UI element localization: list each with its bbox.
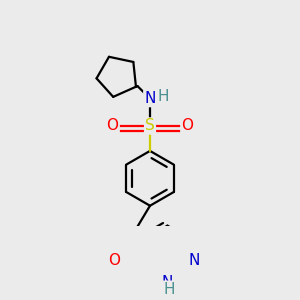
Text: N: N <box>162 275 173 290</box>
Text: N: N <box>144 91 156 106</box>
Text: S: S <box>145 118 155 134</box>
Text: O: O <box>108 253 120 268</box>
Text: H: H <box>158 89 169 104</box>
Text: O: O <box>182 118 194 134</box>
Text: H: H <box>164 282 175 297</box>
Text: N: N <box>189 253 200 268</box>
Text: O: O <box>106 118 119 134</box>
